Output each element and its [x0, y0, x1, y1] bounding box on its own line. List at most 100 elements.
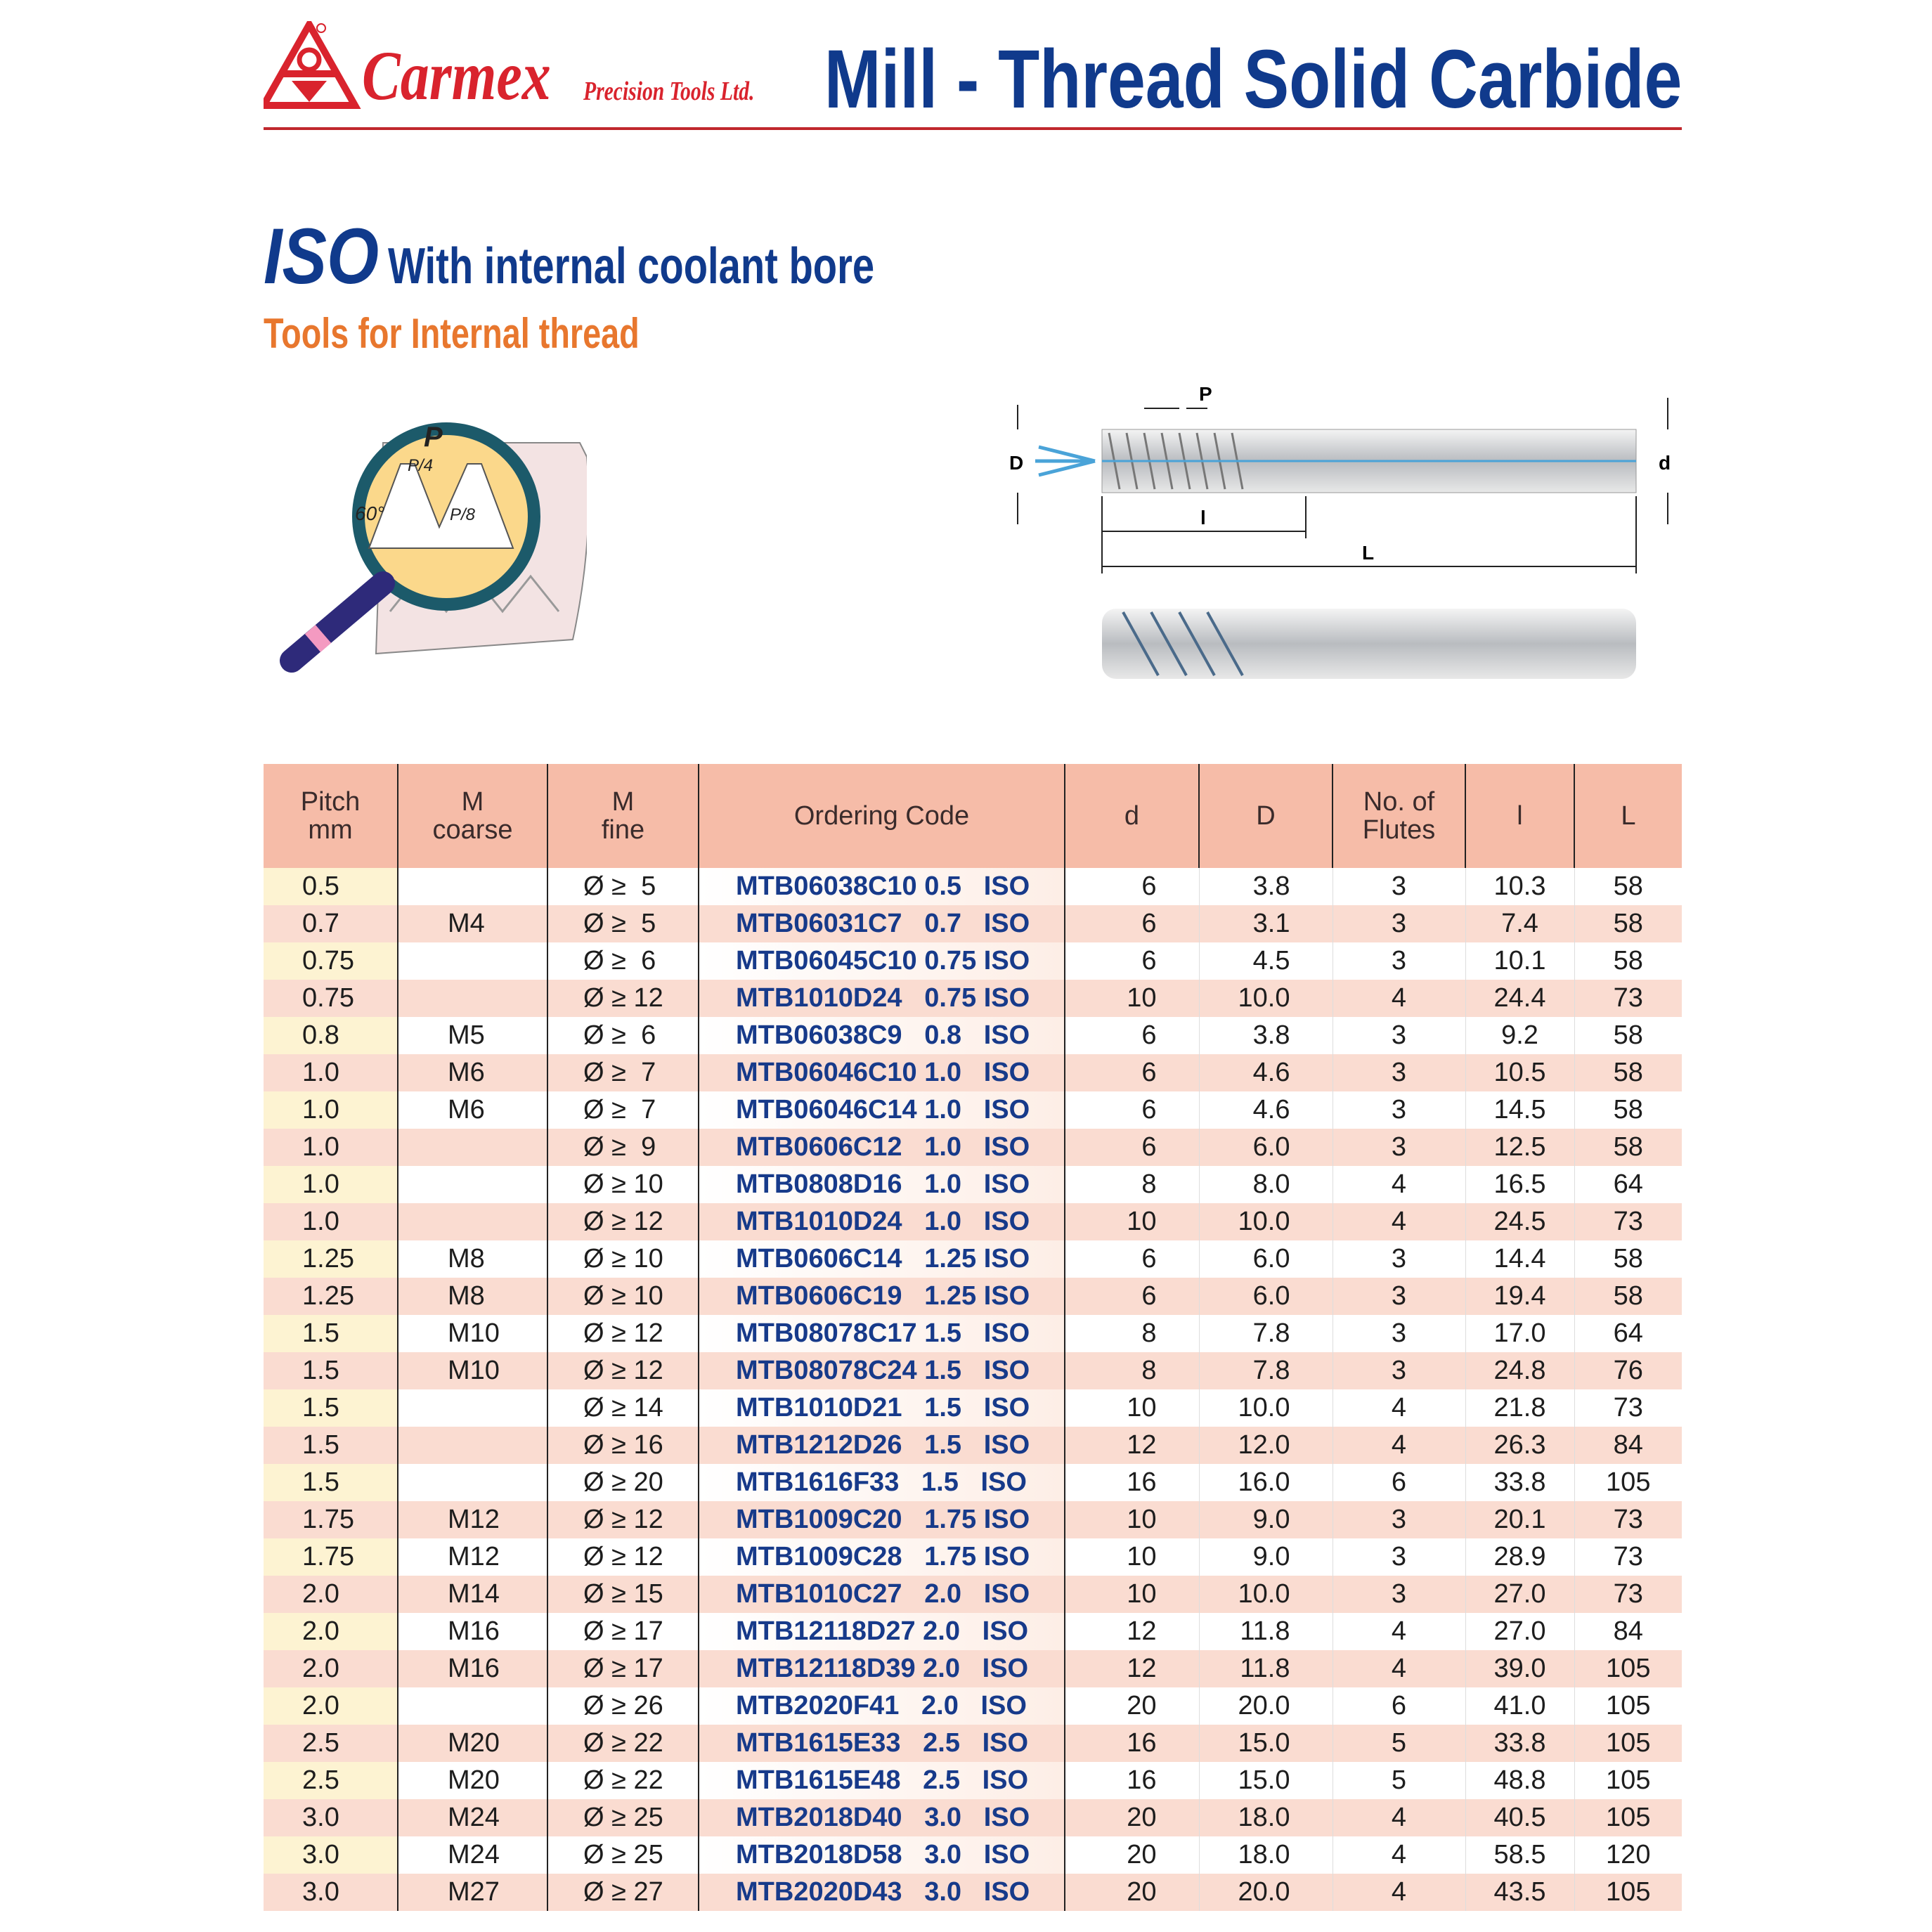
cell-L: 120: [1574, 1836, 1682, 1874]
cell-m-fine: Ø ≥ 22: [547, 1725, 699, 1762]
cell-m-fine: Ø ≥ 12: [547, 1203, 699, 1240]
cell-m-coarse: [397, 942, 547, 980]
column-header-pitch: Pitch mm: [264, 764, 398, 868]
cell-l: 43.5: [1465, 1874, 1574, 1911]
cell-ordering-code: MTB06038C10 0.5 ISO: [698, 868, 1065, 905]
cell-m-fine: Ø ≥ 12: [547, 1501, 699, 1538]
cell-m-coarse: [397, 1203, 547, 1240]
cell-m-coarse: M8: [397, 1278, 547, 1315]
cell-l: 27.0: [1465, 1613, 1574, 1650]
table-row: 2.0 M16 Ø ≥ 17 MTB12118D39 2.0 ISO 12 11.8 4 39…: [264, 1650, 1682, 1687]
cell-L: 58: [1574, 905, 1682, 942]
table-row: 0.5 Ø ≥ 5 MTB06038C10 0.5 ISO 6 3.8 3 10.3 58: [264, 868, 1682, 905]
cell-d: 6: [1064, 1054, 1199, 1091]
cell-d: 20: [1064, 1687, 1199, 1725]
tool-dimension-diagram: D d P l L: [1009, 384, 1671, 679]
cell-D: 15.0: [1198, 1762, 1333, 1799]
cell-d: 12: [1064, 1650, 1199, 1687]
cell-m-coarse: [397, 1464, 547, 1501]
cell-d: 20: [1064, 1799, 1199, 1836]
cell-m-coarse: [397, 1129, 547, 1166]
thread-profile-diagram: P P/4 60° P/8: [280, 422, 587, 673]
cell-d: 6: [1064, 905, 1199, 942]
cell-m-fine: Ø ≥ 27: [547, 1874, 699, 1911]
table-row: 1.0 Ø ≥ 12 MTB1010D24 1.0 ISO 10 10.0 4 24.5 73: [264, 1203, 1682, 1240]
cell-m-fine: Ø ≥ 25: [547, 1799, 699, 1836]
cell-ordering-code: MTB1009C28 1.75 ISO: [698, 1538, 1065, 1576]
cell-ordering-code: MTB0808D16 1.0 ISO: [698, 1166, 1065, 1203]
table-row: 2.5 M20 Ø ≥ 22 MTB1615E33 2.5 ISO 16 15.0 5 33.…: [264, 1725, 1682, 1762]
cell-m-coarse: M5: [397, 1017, 547, 1054]
cell-d: 12: [1064, 1427, 1199, 1464]
cell-m-coarse: M8: [397, 1240, 547, 1278]
cell-D: 20.0: [1198, 1687, 1333, 1725]
cell-m-fine: Ø ≥ 17: [547, 1613, 699, 1650]
cell-l: 41.0: [1465, 1687, 1574, 1725]
cell-l: 26.3: [1465, 1427, 1574, 1464]
table-row: 1.75 M12 Ø ≥ 12 MTB1009C28 1.75 ISO 10 9.0 3 28…: [264, 1538, 1682, 1576]
cell-m-fine: Ø ≥ 14: [547, 1389, 699, 1427]
cell-flutes: 3: [1332, 942, 1465, 980]
cell-D: 4.6: [1198, 1091, 1333, 1129]
cell-ordering-code: MTB08078C24 1.5 ISO: [698, 1352, 1065, 1389]
cell-m-coarse: M24: [397, 1836, 547, 1874]
cell-D: 20.0: [1198, 1874, 1333, 1911]
logo-subtext: Precision Tools Ltd.: [583, 77, 755, 106]
table-row: 1.25 M8 Ø ≥ 10 MTB0606C14 1.25 ISO 6 6.0 3 14.4…: [264, 1240, 1682, 1278]
cell-m-coarse: [397, 1389, 547, 1427]
table-row: 1.0 M6 Ø ≥ 7 MTB06046C14 1.0 ISO 6 4.6 3 14.5 58: [264, 1091, 1682, 1129]
dim-D-label: D: [1009, 452, 1023, 474]
cell-m-coarse: M14: [397, 1576, 547, 1613]
cell-D: 10.0: [1198, 1576, 1333, 1613]
cell-pitch: 3.0: [264, 1836, 398, 1874]
angle-label: 60°: [355, 503, 384, 524]
cell-l: 39.0: [1465, 1650, 1574, 1687]
cell-flutes: 6: [1332, 1464, 1465, 1501]
p8-label: P/8: [450, 505, 476, 524]
section-subtitle: With internal coolant bore: [388, 238, 875, 294]
cell-pitch: 1.0: [264, 1203, 398, 1240]
cell-flutes: 3: [1332, 1278, 1465, 1315]
cell-D: 8.0: [1198, 1166, 1333, 1203]
cell-pitch: 1.75: [264, 1501, 398, 1538]
cell-ordering-code: MTB0606C12 1.0 ISO: [698, 1129, 1065, 1166]
column-header-m-coarse: M coarse: [397, 764, 547, 868]
cell-m-coarse: M20: [397, 1762, 547, 1799]
cell-D: 10.0: [1198, 1389, 1333, 1427]
cell-pitch: 0.8: [264, 1017, 398, 1054]
cell-ordering-code: MTB0606C14 1.25 ISO: [698, 1240, 1065, 1278]
cell-flutes: 4: [1332, 1836, 1465, 1874]
cell-flutes: 3: [1332, 1091, 1465, 1129]
cell-d: 20: [1064, 1836, 1199, 1874]
cell-m-coarse: M10: [397, 1352, 547, 1389]
cell-l: 7.4: [1465, 905, 1574, 942]
table-row: 2.0 M14 Ø ≥ 15 MTB1010C27 2.0 ISO 10 10.0 3 27.…: [264, 1576, 1682, 1613]
cell-m-coarse: M10: [397, 1315, 547, 1352]
cell-pitch: 3.0: [264, 1799, 398, 1836]
table-row: 1.0 Ø ≥ 10 MTB0808D16 1.0 ISO 8 8.0 4 16.5 64: [264, 1166, 1682, 1203]
cell-pitch: 1.5: [264, 1427, 398, 1464]
cell-ordering-code: MTB06038C9 0.8 ISO: [698, 1017, 1065, 1054]
table-row: 3.0 M27 Ø ≥ 27 MTB2020D43 3.0 ISO 20 20.0 4 43.…: [264, 1874, 1682, 1911]
cell-flutes: 6: [1332, 1687, 1465, 1725]
cell-l: 20.1: [1465, 1501, 1574, 1538]
cell-pitch: 1.25: [264, 1278, 398, 1315]
cell-pitch: 1.0: [264, 1129, 398, 1166]
logo-text: Carmex: [362, 37, 551, 115]
table-row: 1.25 M8 Ø ≥ 10 MTB0606C19 1.25 ISO 6 6.0 3 19.4…: [264, 1278, 1682, 1315]
cell-pitch: 1.0: [264, 1166, 398, 1203]
cell-D: 3.8: [1198, 868, 1333, 905]
cell-m-fine: Ø ≥ 10: [547, 1278, 699, 1315]
cell-l: 10.3: [1465, 868, 1574, 905]
cell-m-fine: Ø ≥ 5: [547, 905, 699, 942]
cell-l: 19.4: [1465, 1278, 1574, 1315]
cell-flutes: 3: [1332, 1501, 1465, 1538]
cell-m-fine: Ø ≥ 17: [547, 1650, 699, 1687]
cell-m-coarse: M20: [397, 1725, 547, 1762]
cell-flutes: 4: [1332, 1203, 1465, 1240]
pitch-label: P: [424, 422, 443, 453]
cell-flutes: 3: [1332, 868, 1465, 905]
cell-d: 6: [1064, 868, 1199, 905]
header-divider: [264, 127, 1682, 130]
table-row: 1.5 M10 Ø ≥ 12 MTB08078C24 1.5 ISO 8 7.8 3 24.8…: [264, 1352, 1682, 1389]
